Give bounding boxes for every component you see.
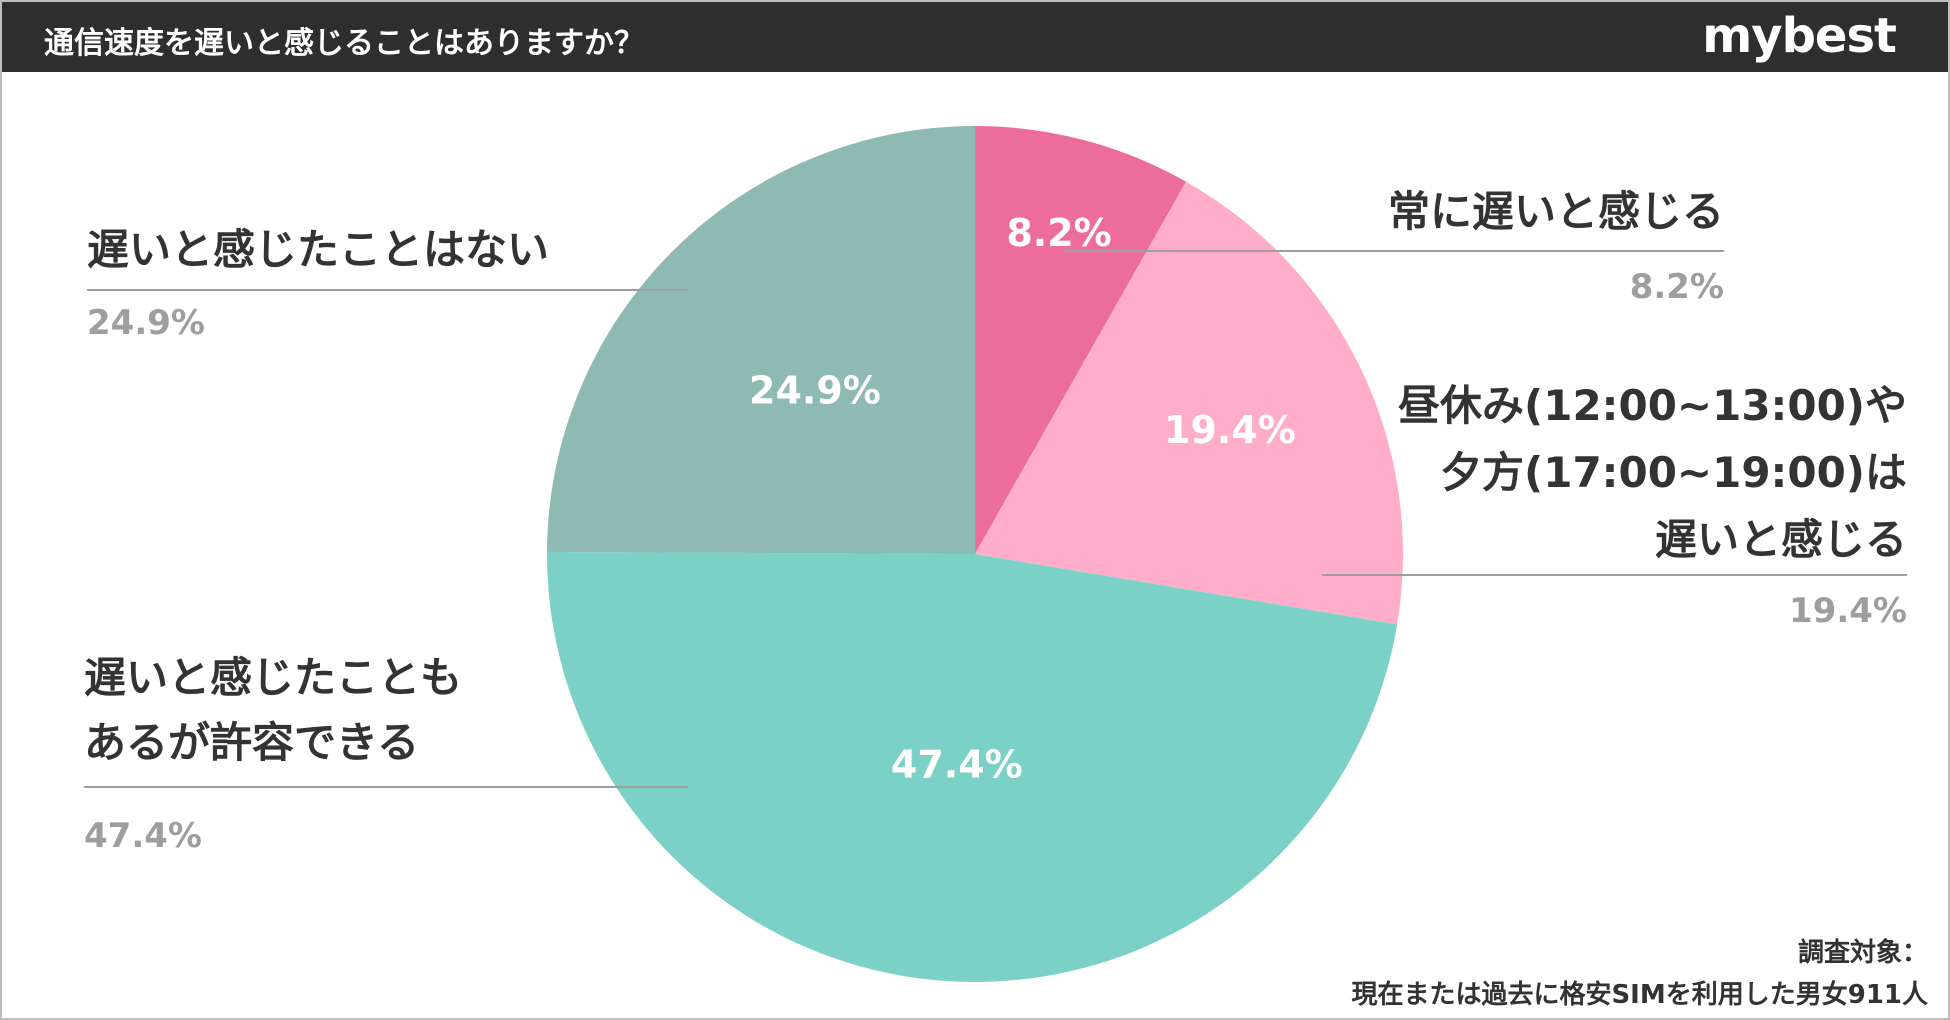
category-label-1-line-2: 遅いと感じる bbox=[1655, 515, 1907, 564]
slice-percent-label-0: 8.2% bbox=[1006, 211, 1111, 255]
pie-slice-2 bbox=[547, 551, 1398, 982]
brand-logo: mybest bbox=[1702, 8, 1897, 64]
category-label-1-line-1: 夕方(17:00~19:00)は bbox=[1440, 448, 1907, 497]
category-label-2-line-1: あるが許容できる bbox=[84, 718, 419, 767]
header-bar: 通信速度を遅いと感じることはありますか？ mybest bbox=[2, 2, 1948, 72]
slice-percent-label-1: 19.4% bbox=[1164, 408, 1296, 452]
category-value-2: 47.4% bbox=[84, 816, 202, 856]
chart-title: 通信速度を遅いと感じることはありますか？ bbox=[44, 26, 644, 61]
category-value-0: 8.2% bbox=[1630, 267, 1724, 307]
category-label-0-line-0: 常に遅いと感じる bbox=[1388, 187, 1724, 236]
category-value-3: 24.9% bbox=[87, 303, 205, 343]
survey-note-heading: 調査対象： bbox=[1797, 938, 1928, 968]
category-label-3-line-0: 遅いと感じたことはない bbox=[87, 225, 549, 274]
category-label-2-line-0: 遅いと感じたことも bbox=[84, 653, 462, 702]
category-label-1-line-0: 昼休み(12:00~13:00)や bbox=[1398, 381, 1907, 430]
pie-slice-3 bbox=[547, 126, 975, 554]
slice-percent-label-3: 24.9% bbox=[749, 369, 881, 413]
survey-note-subjects: 現在または過去に格安SIMを利用した男女911人 bbox=[1351, 980, 1928, 1010]
pie-slice-0 bbox=[975, 126, 1187, 554]
pie-slice-1 bbox=[975, 181, 1403, 625]
slice-percent-label-2: 47.4% bbox=[891, 743, 1023, 787]
category-value-1: 19.4% bbox=[1789, 591, 1907, 631]
